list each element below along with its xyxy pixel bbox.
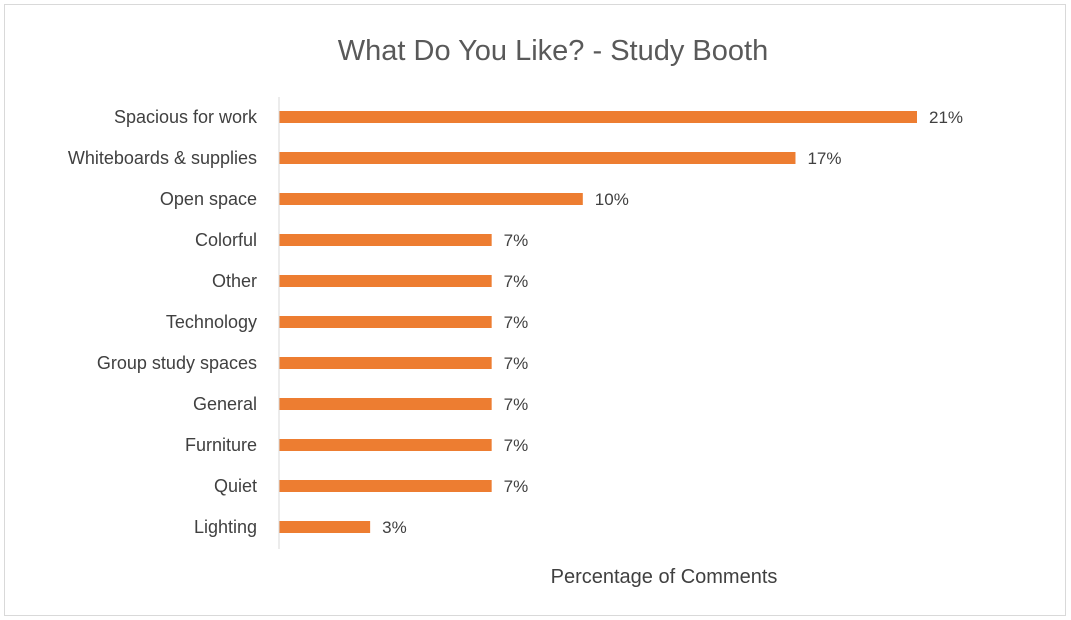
category-label-4: Other	[212, 271, 257, 291]
chart-frame	[4, 4, 1066, 616]
category-label-7: General	[193, 394, 257, 414]
bar-7	[279, 398, 492, 410]
bar-9	[279, 480, 492, 492]
value-label-10: 3%	[382, 518, 407, 537]
value-label-0: 21%	[929, 108, 963, 127]
category-label-6: Group study spaces	[97, 353, 257, 373]
bar-0	[279, 111, 917, 123]
category-labels-group: Spacious for work Whiteboards & supplies O…	[68, 107, 258, 537]
bar-2	[279, 193, 583, 205]
category-label-5: Technology	[166, 312, 257, 332]
bar-4	[279, 275, 492, 287]
value-label-9: 7%	[504, 477, 529, 496]
value-labels-group: 21% 17% 10% 7% 7% 7% 7% 7% 7% 7% 3%	[382, 108, 963, 537]
value-label-7: 7%	[504, 395, 529, 414]
bar-5	[279, 316, 492, 328]
bar-10	[279, 521, 371, 533]
value-label-5: 7%	[504, 313, 529, 332]
value-label-4: 7%	[504, 272, 529, 291]
category-label-1: Whiteboards & supplies	[68, 148, 257, 168]
value-label-2: 10%	[595, 190, 629, 209]
category-label-3: Colorful	[195, 230, 257, 250]
bars-group	[279, 111, 917, 533]
value-label-3: 7%	[504, 231, 529, 250]
value-label-1: 17%	[807, 149, 841, 168]
bar-3	[279, 234, 492, 246]
bar-8	[279, 439, 492, 451]
bar-1	[279, 152, 796, 164]
category-label-0: Spacious for work	[114, 107, 258, 127]
value-label-8: 7%	[504, 436, 529, 455]
chart-title: What Do You Like? - Study Booth	[338, 35, 768, 67]
category-label-8: Furniture	[185, 435, 257, 455]
category-label-10: Lighting	[194, 517, 257, 537]
bar-6	[279, 357, 492, 369]
category-label-2: Open space	[160, 189, 257, 209]
x-axis-title: Percentage of Comments	[551, 566, 778, 588]
category-label-9: Quiet	[214, 476, 257, 496]
value-label-6: 7%	[504, 354, 529, 373]
